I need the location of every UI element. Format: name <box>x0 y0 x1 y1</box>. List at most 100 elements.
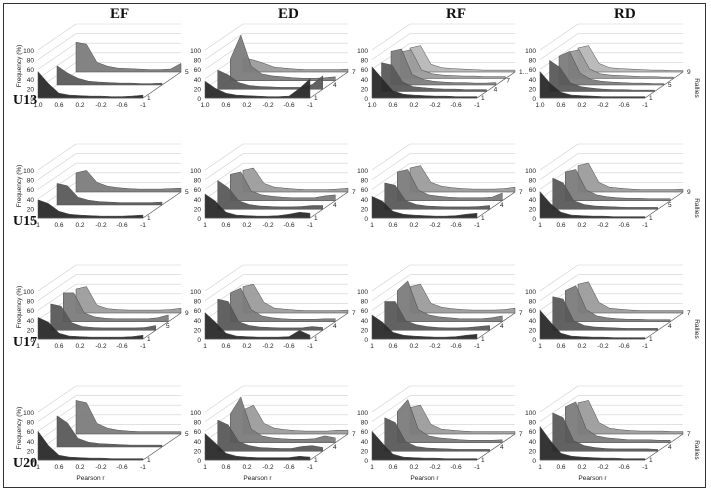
x-tick-label: -1 <box>307 343 313 350</box>
series-area <box>204 193 311 219</box>
gridline-depth <box>539 143 579 171</box>
y-tick-label: 100 <box>525 289 536 296</box>
z-tick-label: 7 <box>506 78 510 85</box>
x-tick-label: -1 <box>307 464 313 471</box>
series-area <box>75 170 182 193</box>
y-tick-label: 0 <box>197 458 201 465</box>
x-tick-label: 1 <box>36 464 40 471</box>
y-tick-label: 40 <box>529 439 537 446</box>
series-area <box>242 57 349 73</box>
y-axis-label: Frequency (%) <box>16 165 23 208</box>
series-area <box>204 433 311 461</box>
x-tick-label: -0.2 <box>597 464 609 471</box>
gridline-depth <box>371 143 411 171</box>
x-tick-label: -0.2 <box>95 102 107 109</box>
column-header-rf: RF <box>446 6 466 22</box>
x-tick-label: -0.2 <box>95 222 107 229</box>
gridline-depth <box>37 274 77 301</box>
series-area <box>75 400 182 435</box>
y-tick-label: 40 <box>361 318 369 325</box>
x-tick-label: -0.6 <box>283 102 295 109</box>
column-header-rd: RD <box>614 6 636 22</box>
column-header-ef: EF <box>110 6 130 22</box>
y-tick-label: 20 <box>529 206 537 213</box>
x-tick-label: 0.6 <box>388 102 397 109</box>
y-tick-label: 20 <box>529 448 537 455</box>
x-tick-label: -0.2 <box>429 343 441 350</box>
z-tick-label: 1 <box>147 95 151 102</box>
y-tick-label: 0 <box>197 337 201 344</box>
y-tick-label: 0 <box>364 216 368 223</box>
x-axis-label: Pearson r <box>76 475 105 482</box>
gridline-depth <box>371 162 411 190</box>
x-tick-label: 1.0 <box>535 102 544 109</box>
y-tick-label: 0 <box>532 458 536 465</box>
gridline-depth <box>371 395 411 422</box>
y-tick-label: 20 <box>194 448 202 455</box>
y-tick-label: 0 <box>30 96 34 103</box>
gridline-depth <box>37 153 77 180</box>
gridline-depth <box>539 274 579 301</box>
y-tick-label: 100 <box>357 410 368 417</box>
figure-border <box>3 3 706 488</box>
y-tick-label: 40 <box>194 77 202 84</box>
z-tick-label: 4 <box>500 202 504 209</box>
x-tick-label: 0.6 <box>221 464 230 471</box>
gridline-depth <box>37 283 77 311</box>
gridline-depth <box>204 274 244 301</box>
z-tick-label: 4 <box>494 86 498 93</box>
y-tick-label: 80 <box>194 420 202 427</box>
x-tick-label: 0.2 <box>242 222 251 229</box>
z-axis-line <box>644 71 684 99</box>
x-tick-label: 0.6 <box>388 343 397 350</box>
gridline-depth <box>37 33 77 60</box>
gridline-depth <box>204 283 244 311</box>
z-tick-label: 7 <box>352 69 356 76</box>
series-area <box>409 45 516 73</box>
z-tick-label: 1 <box>481 336 485 343</box>
z-axis-label: Rallies <box>693 78 700 98</box>
gridline-depth <box>539 395 579 422</box>
y-tick-label: 80 <box>27 58 35 65</box>
y-axis-label: Frequency (%) <box>16 286 23 329</box>
series-area <box>397 169 503 201</box>
y-tick-label: 0 <box>364 96 368 103</box>
z-tick-label: 4 <box>333 323 337 330</box>
z-tick-label: 5 <box>185 69 189 76</box>
x-tick-label: -0.2 <box>597 343 609 350</box>
y-tick-label: 100 <box>357 289 368 296</box>
y-tick-label: 60 <box>529 429 537 436</box>
x-tick-label: 1.0 <box>200 102 209 109</box>
series-area <box>217 298 323 331</box>
gridline-depth <box>371 23 411 51</box>
gridline-depth <box>204 395 244 422</box>
z-tick-label: 9 <box>185 310 189 317</box>
x-tick-label: -0.6 <box>283 343 295 350</box>
gridline-depth <box>371 385 411 413</box>
gridline-depth <box>371 153 411 180</box>
x-tick-label: -0.2 <box>429 464 441 471</box>
x-tick-label: -0.6 <box>618 343 630 350</box>
x-tick-label: 0.2 <box>75 464 84 471</box>
y-tick-label: 0 <box>30 337 34 344</box>
z-tick-label: 4 <box>668 444 672 451</box>
x-tick-label: 1 <box>203 343 207 350</box>
y-tick-label: 0 <box>364 337 368 344</box>
x-tick-label: 0.6 <box>388 464 397 471</box>
series-area <box>577 162 684 193</box>
y-tick-label: 100 <box>190 289 201 296</box>
x-tick-label: 0.2 <box>242 464 251 471</box>
x-tick-label: 1 <box>203 464 207 471</box>
z-axis-label: Rallies <box>693 319 700 339</box>
z-axis-label: Rallies <box>693 198 700 218</box>
chart-panel-u13-ed: 0 20 40 60 80 100 1.0 0.6 0.2 -0.2 -0.6 -11 4 7 <box>190 23 356 109</box>
x-axis-label: Pearson r <box>578 475 607 482</box>
x-tick-label: -1 <box>642 464 648 471</box>
y-tick-label: 20 <box>529 327 537 334</box>
x-tick-label: -0.2 <box>262 343 274 350</box>
x-tick-label: -0.6 <box>618 464 630 471</box>
